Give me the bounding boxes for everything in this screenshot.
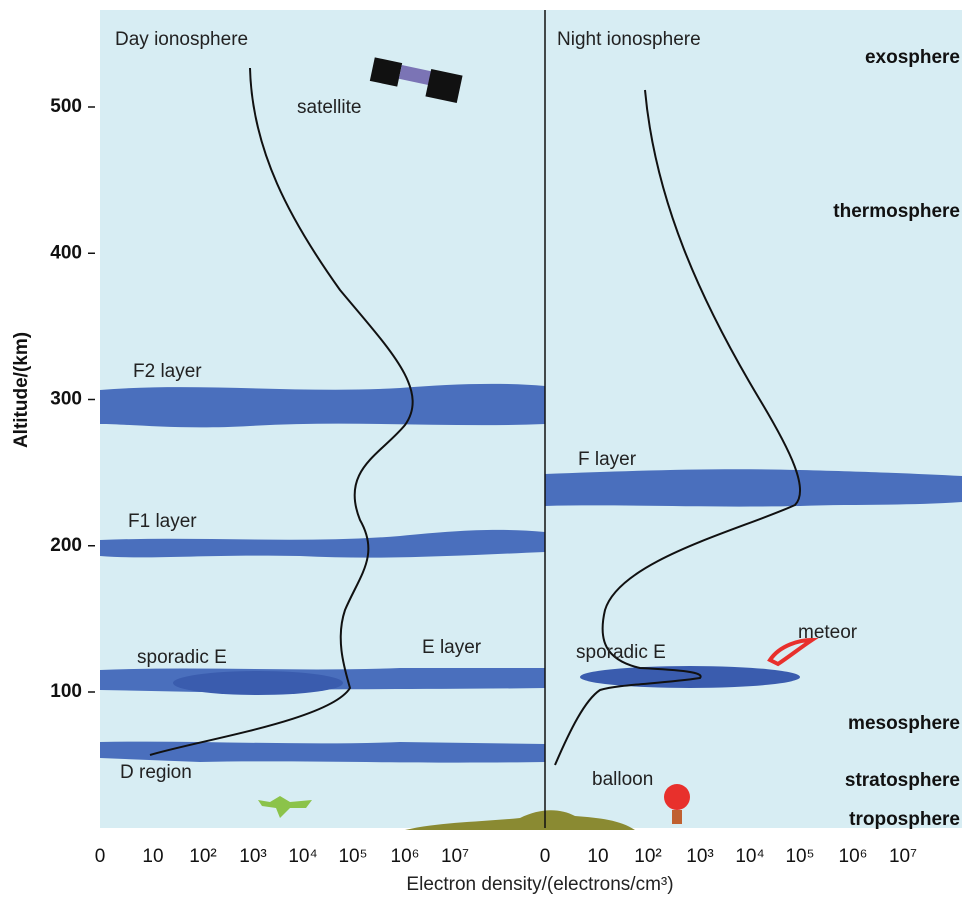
atmosphere-label: stratosphere <box>845 770 960 791</box>
meteor-label: meteor <box>798 622 858 643</box>
x-tick-label: 10⁵ <box>338 846 367 867</box>
night-title: Night ionosphere <box>557 29 701 50</box>
x-tick-label: 10⁴ <box>288 846 317 867</box>
f1-label: F1 layer <box>128 511 197 532</box>
x-tick-label: 10² <box>189 846 216 867</box>
balloon-label: balloon <box>592 769 653 790</box>
satellite-label: satellite <box>297 97 361 118</box>
e-label: E layer <box>422 637 482 658</box>
y-tick-label: 100 <box>50 681 82 702</box>
x-tick-label: 10² <box>634 846 661 867</box>
x-tick-label: 10⁷ <box>441 846 469 867</box>
day-title: Day ionosphere <box>115 29 248 50</box>
x-tick-label: 10³ <box>239 846 266 867</box>
d-band <box>100 742 545 763</box>
night-sporadic-e <box>580 666 800 688</box>
x-tick-label: 10⁵ <box>785 846 814 867</box>
atmosphere-label: troposphere <box>849 809 960 830</box>
atmosphere-label: thermosphere <box>833 201 960 222</box>
f-label: F layer <box>578 449 637 470</box>
x-tick-label: 10⁷ <box>889 846 917 867</box>
f2-label: F2 layer <box>133 361 202 382</box>
d-label: D region <box>120 762 192 783</box>
y-axis-title: Altitude/(km) <box>11 332 32 448</box>
y-tick-label: 400 <box>50 242 82 263</box>
y-tick-label: 200 <box>50 535 82 556</box>
f2-band <box>100 384 545 428</box>
atmosphere-label: mesosphere <box>848 713 960 734</box>
x-tick-label: 10⁴ <box>735 846 764 867</box>
ionosphere-chart: Day ionosphere satellite F2 layer F1 lay… <box>0 0 967 899</box>
atmosphere-label: exosphere <box>865 47 960 68</box>
y-tick-label: 300 <box>50 389 82 410</box>
x-tick-label: 10 <box>142 846 163 867</box>
x-tick-label: 10³ <box>686 846 713 867</box>
sporadic-e-label: sporadic E <box>137 647 227 668</box>
f-band <box>545 469 962 506</box>
x-axis-title: Electron density/(electrons/cm³) <box>406 874 673 895</box>
night-sporadic-e-label: sporadic E <box>576 642 666 663</box>
x-tick-label: 0 <box>540 846 551 867</box>
x-tick-label: 10 <box>587 846 608 867</box>
x-tick-label: 10⁶ <box>391 846 420 867</box>
sporadic-e-patch <box>173 671 343 695</box>
x-tick-label: 10⁶ <box>839 846 868 867</box>
y-tick-label: 500 <box>50 96 82 117</box>
x-tick-label: 0 <box>95 846 106 867</box>
